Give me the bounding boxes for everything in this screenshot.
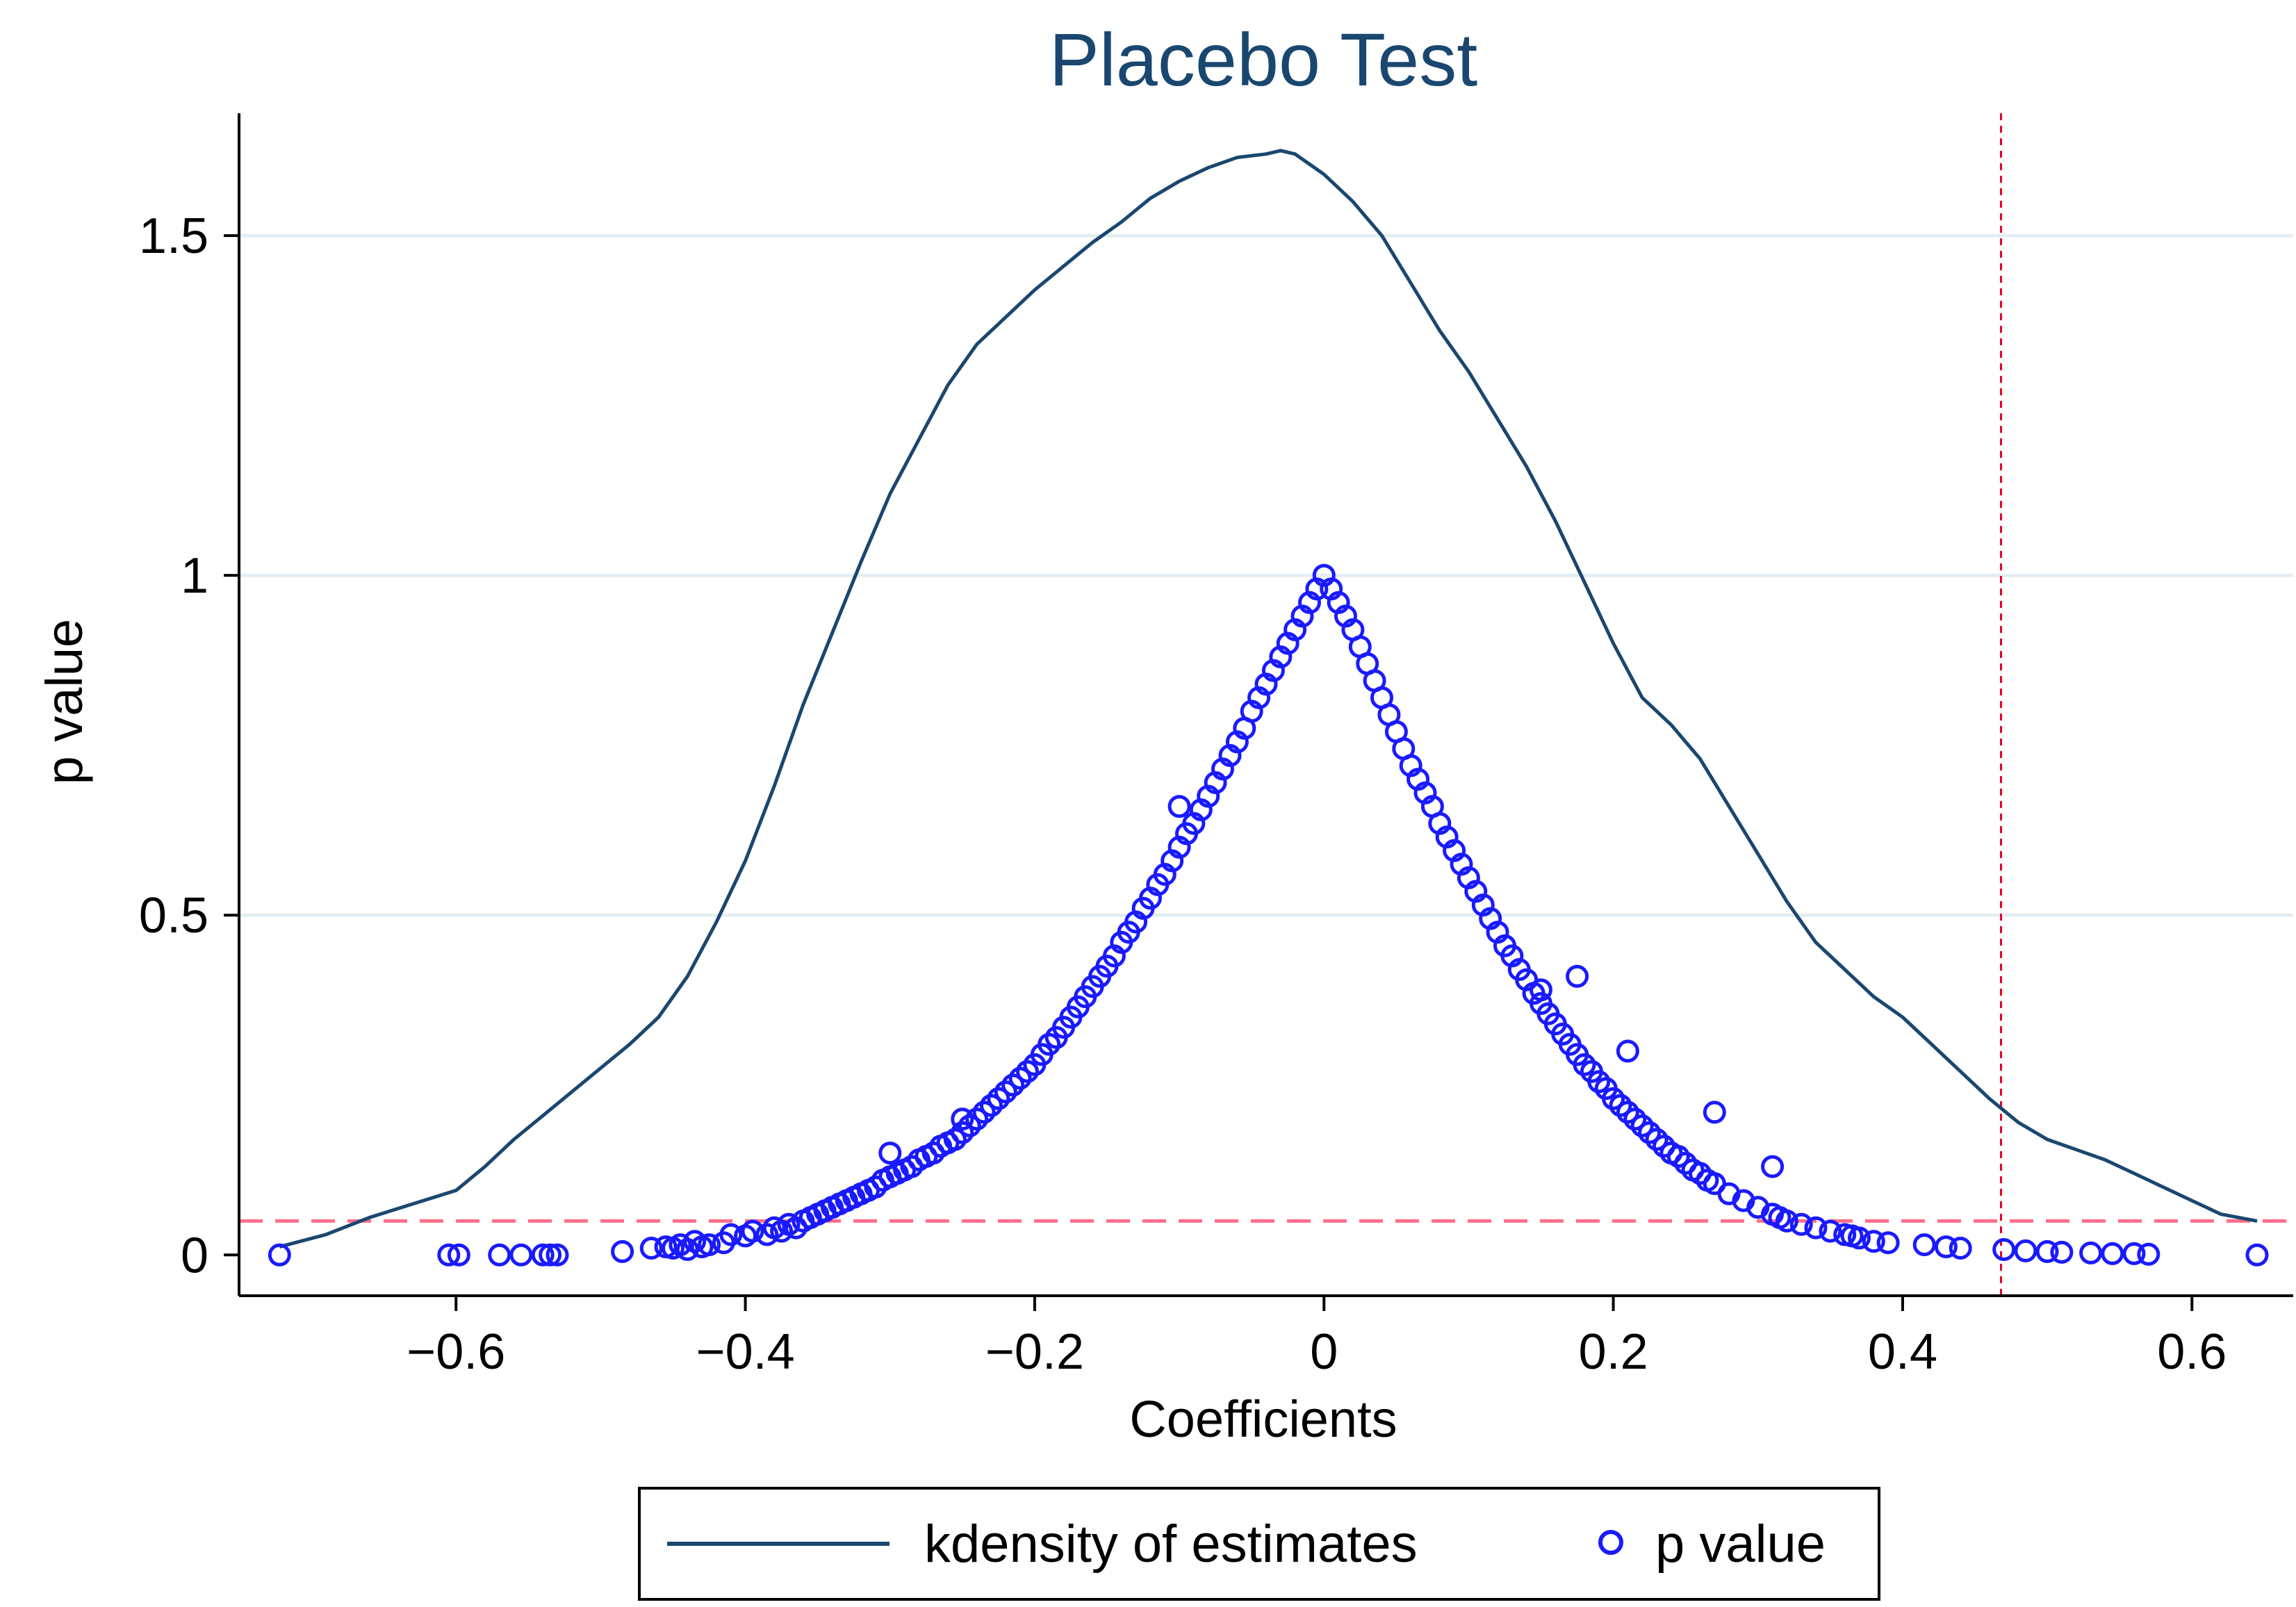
y-tick-label: 1.5 — [139, 208, 208, 264]
p-value-point — [1934, 1235, 1958, 1259]
legend-label-pvalue: p value — [1655, 1515, 1826, 1574]
p-value-point — [2245, 1243, 2269, 1267]
chart-title: Placebo Test — [1049, 17, 1477, 101]
p-value-point — [1602, 1087, 1625, 1110]
p-value-point — [546, 1243, 569, 1267]
reference-lines — [239, 113, 2293, 1296]
p-value-point — [1167, 795, 1191, 818]
p-value-point — [972, 1101, 996, 1124]
x-tick-label: −0.4 — [696, 1324, 795, 1380]
y-tick-label: 1 — [181, 548, 208, 604]
p-value-point — [951, 1107, 974, 1131]
p-value-point — [1645, 1128, 1668, 1151]
p-value-point — [611, 1239, 634, 1263]
p-value-point — [1038, 1032, 1061, 1056]
p-value-point — [2122, 1242, 2146, 1265]
x-tick-label: −0.2 — [985, 1324, 1084, 1380]
x-tick-label: 0.4 — [1868, 1324, 1937, 1380]
x-tick-label: 0.2 — [1579, 1324, 1648, 1380]
y-tick-label: 0.5 — [139, 888, 208, 943]
p-value-point — [980, 1094, 1003, 1117]
p-value-point — [951, 1121, 974, 1144]
x-tick-label: 0 — [1310, 1324, 1338, 1380]
p-value-point — [1616, 1039, 1639, 1063]
x-ticks: −0.6 −0.4 −0.2 0 0.2 0.4 0.6 — [407, 1296, 2227, 1380]
p-value-point — [1616, 1101, 1639, 1124]
p-value-point — [943, 1128, 967, 1151]
p-value-point — [2050, 1240, 2074, 1264]
p-value-point — [1638, 1121, 1662, 1144]
p-value-point — [698, 1233, 721, 1257]
x-tick-label: 0.6 — [2157, 1324, 2227, 1380]
p-value-point — [1008, 1066, 1032, 1090]
p-value-point — [488, 1243, 511, 1267]
p-value-point — [1876, 1231, 1900, 1255]
axes — [238, 113, 2293, 1297]
p-value-point — [878, 1142, 902, 1165]
p-value-point — [2137, 1242, 2160, 1266]
p-value-point — [741, 1219, 764, 1243]
x-tick-label: −0.6 — [407, 1324, 505, 1380]
p-value-point — [994, 1080, 1017, 1104]
p-value-point — [1630, 1114, 1654, 1137]
legend-label-density: kdensity of estimates — [924, 1515, 1418, 1574]
p-value-point — [1530, 978, 1552, 1002]
legend-marker-swatch — [1598, 1530, 1623, 1555]
p-value-point — [1609, 1094, 1632, 1117]
p-value-point — [268, 1243, 291, 1267]
p-value-point — [1848, 1226, 1871, 1250]
p-value-point — [509, 1243, 533, 1267]
p-value-point — [1016, 1060, 1039, 1083]
p-value-point — [437, 1243, 461, 1267]
p-value-point — [987, 1087, 1010, 1110]
p-value-point — [2035, 1239, 2059, 1263]
pvalue-series — [268, 563, 2269, 1267]
p-value-point — [755, 1223, 779, 1246]
p-value-point — [1623, 1107, 1647, 1131]
y-axis-title: p value — [35, 619, 93, 785]
y-tick-label: 0 — [181, 1228, 208, 1283]
legend: kdensity of estimates p value — [638, 1487, 1880, 1601]
p-value-point — [1912, 1233, 1936, 1257]
p-value-point — [1761, 1155, 1785, 1178]
p-value-point — [1587, 1070, 1611, 1094]
p-value-point — [1666, 1145, 1690, 1168]
p-value-point — [1703, 1101, 1726, 1124]
p-value-point — [1992, 1238, 2016, 1261]
p-value-point — [2014, 1239, 2037, 1262]
p-value-point — [531, 1243, 555, 1267]
p-value-point — [1789, 1212, 1813, 1236]
p-value-point — [447, 1243, 470, 1267]
gridlines — [239, 233, 2293, 917]
p-value-point — [1819, 1219, 1842, 1243]
p-value-point — [1566, 964, 1589, 988]
p-value-point — [1862, 1230, 1885, 1253]
x-axis-title: Coefficients — [1129, 1390, 1397, 1448]
p-value-point — [1573, 1053, 1596, 1076]
p-value-point — [2079, 1241, 2103, 1264]
p-value-point — [1001, 1073, 1025, 1097]
density-series — [279, 149, 2258, 1249]
p-value-point — [639, 1237, 663, 1260]
kdensity-line — [279, 149, 2258, 1249]
p-value-point — [958, 1114, 981, 1137]
p-value-point — [539, 1243, 562, 1267]
p-value-point — [1804, 1216, 1828, 1239]
y-ticks: 0 0.5 1 1.5 — [139, 208, 239, 1283]
p-value-point — [965, 1107, 989, 1131]
p-value-point — [2101, 1242, 2124, 1265]
p-value-point — [1949, 1237, 1972, 1260]
p-value-point — [1775, 1209, 1798, 1233]
p-value-point — [719, 1223, 743, 1246]
p-value-point — [770, 1219, 794, 1243]
